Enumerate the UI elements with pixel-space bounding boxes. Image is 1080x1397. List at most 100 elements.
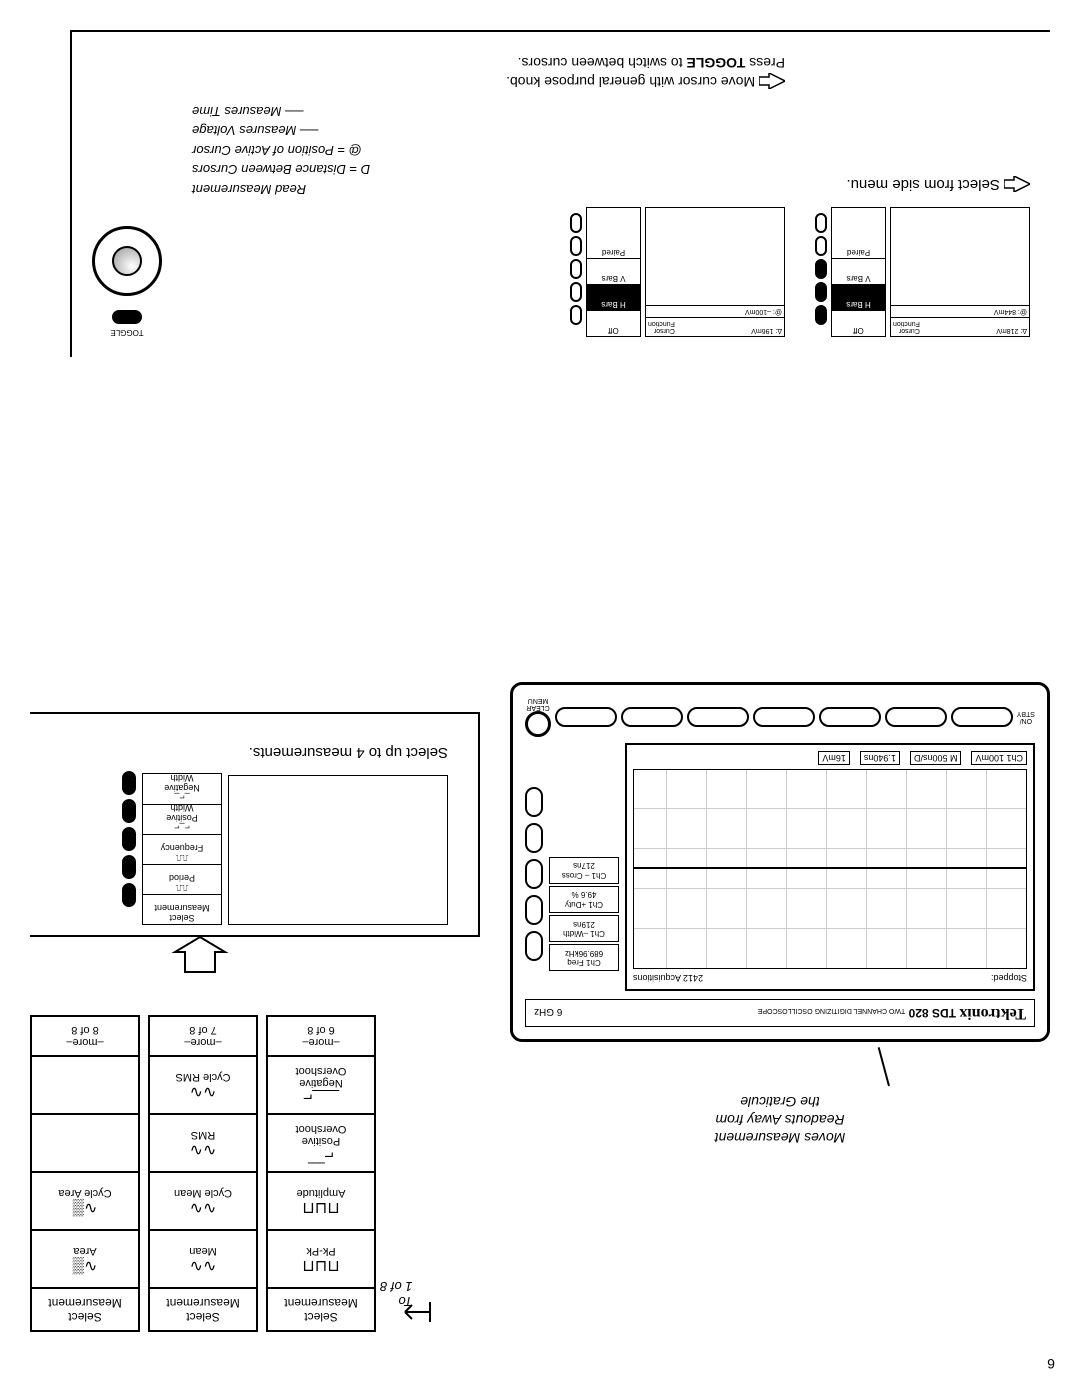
- delta-label: Δ: 218mV: [996, 320, 1027, 334]
- bezel-button[interactable]: [525, 895, 543, 925]
- side-row-pos-width[interactable]: ⌐_⌐PositiveWidth: [143, 804, 221, 834]
- cursor-off[interactable]: Off: [832, 310, 885, 336]
- meas-cell-pos-overshoot[interactable]: ⌐‾‾‾PositiveOvershoot: [268, 1113, 374, 1171]
- bottom-button[interactable]: [753, 707, 815, 727]
- cursor-left-group: Δ: 218mV CursorFunction @: 844mV Off H Ba…: [815, 176, 1030, 337]
- more-label: –more–7 of 8: [184, 1024, 221, 1048]
- clear-label: CLEARMENU: [526, 697, 549, 711]
- clear-menu-button[interactable]: [525, 711, 551, 737]
- anno-voltage: ── Measures Voltage: [192, 121, 785, 141]
- cell-label: PositiveOvershoot: [296, 1123, 347, 1147]
- bezel-button[interactable]: [570, 259, 582, 279]
- at-label: @: 844mV: [994, 308, 1027, 315]
- bezel-button[interactable]: [815, 236, 827, 256]
- cursor-off[interactable]: Off: [587, 310, 640, 336]
- side-row-header: SelectMeasurement: [143, 894, 221, 924]
- bezel-button[interactable]: [815, 305, 827, 325]
- wave-icon: ___⌐: [303, 1089, 339, 1105]
- cursor-hbars[interactable]: H Bars: [587, 284, 640, 310]
- bezel-button[interactable]: [122, 855, 136, 879]
- cell-label: Cycle RMS: [176, 1071, 231, 1083]
- callout-label: Moves MeasurementReadouts Away fromthe G…: [510, 1092, 1050, 1147]
- meas-cell-cycle-mean[interactable]: ∿∿Cycle Mean: [150, 1171, 256, 1229]
- ghz-label: 6 GHz: [534, 1006, 562, 1017]
- bezel-button[interactable]: [815, 213, 827, 233]
- bezel-button[interactable]: [525, 931, 543, 961]
- instr-toggle-word: TOGGLE: [686, 55, 745, 71]
- bottom-bezel: ON/STBY CLEARMENU: [525, 697, 1035, 737]
- bottom-button[interactable]: [621, 707, 683, 727]
- status-left: Stopped:: [991, 973, 1027, 983]
- mini-scope-screen: [228, 775, 448, 925]
- cursor-paired[interactable]: Paired: [587, 232, 640, 258]
- side-buttons: [122, 771, 136, 925]
- wave-icon: ∿∿: [190, 1199, 217, 1215]
- bezel-button[interactable]: [570, 305, 582, 325]
- cursor-menu-2: Off H Bars V Bars Paired: [586, 207, 641, 337]
- wave-icon: ∿∿: [190, 1141, 217, 1157]
- graticule: [633, 769, 1027, 969]
- side-bezel-buttons: [525, 743, 543, 991]
- toggle-button[interactable]: [112, 310, 142, 324]
- side-row-period[interactable]: ⎍⎍Period: [143, 864, 221, 894]
- cell-label: Amplitude: [297, 1187, 346, 1199]
- bezel-button[interactable]: [122, 799, 136, 823]
- measurement-menu-columns: SelectMeasurement ⊓⊔⊓Pk-Pk ⊓⊔⊓Amplitude …: [30, 1015, 376, 1332]
- anno-d: D = Distance Between Cursors: [192, 160, 785, 180]
- meas-cell-cycle-rms[interactable]: ∿∿Cycle RMS: [150, 1055, 256, 1113]
- anno-read: Read Measurement: [192, 179, 785, 199]
- measurement-readouts: Ch1 Freq689.96kHz Ch1 –Width219ns Ch1 +D…: [549, 743, 619, 991]
- bezel-button[interactable]: [122, 883, 136, 907]
- bottom-button[interactable]: [951, 707, 1013, 727]
- bottom-button[interactable]: [819, 707, 881, 727]
- measurement-column-1: SelectMeasurement ⊓⊔⊓Pk-Pk ⊓⊔⊓Amplitude …: [266, 1015, 376, 1332]
- meas-cell-area[interactable]: ∿▒Area: [32, 1229, 138, 1287]
- general-purpose-knob[interactable]: [92, 226, 162, 296]
- bezel-button[interactable]: [815, 282, 827, 302]
- cell-label: Cycle Mean: [174, 1187, 232, 1199]
- annotation-block: Read Measurement D = Distance Between Cu…: [192, 101, 785, 199]
- cursor-fn-label: CursorFunction: [893, 320, 920, 334]
- bottom-button[interactable]: [555, 707, 617, 727]
- knob-inner-icon: [112, 246, 142, 276]
- bezel-button[interactable]: [570, 236, 582, 256]
- oscilloscope-illustration: Moves MeasurementReadouts Away fromthe G…: [510, 682, 1050, 1147]
- meas-cell-neg-overshoot[interactable]: ___⌐NegativeOvershoot: [268, 1055, 374, 1113]
- meas-cell-mean[interactable]: ∿∿Mean: [150, 1229, 256, 1287]
- more-button[interactable]: –more–8 of 8: [32, 1017, 138, 1055]
- bezel-button[interactable]: [122, 771, 136, 795]
- at-label: @: –100mV: [745, 308, 782, 315]
- bottom-button[interactable]: [885, 707, 947, 727]
- cursor-vbars[interactable]: V Bars: [587, 258, 640, 284]
- model-label: TDS 820: [909, 1006, 956, 1020]
- cell-label: NegativeOvershoot: [296, 1065, 347, 1089]
- brand-label: Tektronix: [959, 1005, 1026, 1022]
- side-menu: SelectMeasurement ⎍⎍Period ⎍⎍Frequency ⌐…: [142, 773, 222, 925]
- bezel-button[interactable]: [570, 213, 582, 233]
- measurement-column-2: SelectMeasurement ∿∿Mean ∿∿Cycle Mean ∿∿…: [148, 1015, 258, 1332]
- scope-title-bar: Tektronix TDS 820 TWO CHANNEL DIGITIZING…: [525, 999, 1035, 1027]
- bezel-button[interactable]: [525, 823, 543, 853]
- more-button[interactable]: –more–7 of 8: [150, 1017, 256, 1055]
- meas-cell-pkpk[interactable]: ⊓⊔⊓Pk-Pk: [268, 1229, 374, 1287]
- cursor-paired[interactable]: Paired: [832, 232, 885, 258]
- cursor-fn-label: CursorFunction: [648, 320, 675, 334]
- bezel-button[interactable]: [815, 259, 827, 279]
- side-row-neg-width[interactable]: _⌐_NegativeWidth: [143, 774, 221, 804]
- side-row-frequency[interactable]: ⎍⎍Frequency: [143, 834, 221, 864]
- bezel-button[interactable]: [122, 827, 136, 851]
- cursor-section: Δ: 218mV CursorFunction @: 844mV Off H Ba…: [70, 30, 1050, 357]
- cursor-hbars[interactable]: H Bars: [832, 284, 885, 310]
- bezel-button[interactable]: [570, 282, 582, 302]
- meas-cell-cycle-area[interactable]: ∿▒Cycle Area: [32, 1171, 138, 1229]
- bezel-button[interactable]: [525, 859, 543, 889]
- bottom-button[interactable]: [687, 707, 749, 727]
- meas-cell-rms[interactable]: ∿∿RMS: [150, 1113, 256, 1171]
- meas-cell-empty: [32, 1113, 138, 1171]
- meas-cell-amplitude[interactable]: ⊓⊔⊓Amplitude: [268, 1171, 374, 1229]
- more-button[interactable]: –more–6 of 8: [268, 1017, 374, 1055]
- cursor-vbars[interactable]: V Bars: [832, 258, 885, 284]
- onstby-label: ON/STBY: [1017, 710, 1035, 724]
- trig-label: 16mV: [818, 751, 850, 765]
- bezel-button[interactable]: [525, 787, 543, 817]
